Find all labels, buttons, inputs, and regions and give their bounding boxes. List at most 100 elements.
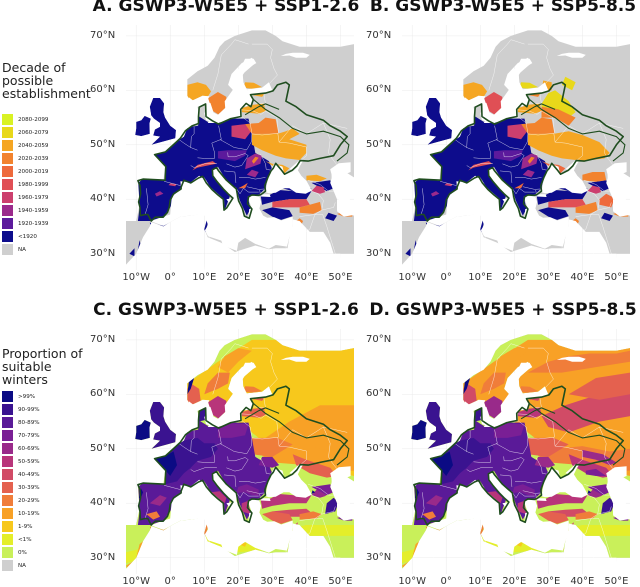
map-panel-b: B. GSWP3-W5E5 + SSP5-8.5 70°N 60°N 50°N 40°… bbox=[366, 0, 640, 285]
legend-label: <1% bbox=[18, 536, 32, 543]
country-border bbox=[140, 226, 166, 265]
country-border bbox=[245, 406, 264, 409]
country-border bbox=[577, 214, 592, 235]
map-region bbox=[527, 350, 630, 373]
legend-label: 2000-2019 bbox=[18, 168, 49, 175]
country-border bbox=[521, 102, 540, 105]
map-region bbox=[246, 169, 259, 178]
sea-med bbox=[151, 168, 293, 251]
country-border bbox=[144, 492, 149, 519]
country-border bbox=[218, 429, 222, 445]
country-border bbox=[260, 153, 273, 171]
country-border bbox=[578, 546, 607, 564]
sea-persian bbox=[609, 557, 619, 574]
lat-tick-label: 70°N bbox=[366, 29, 392, 41]
country-border bbox=[246, 490, 266, 494]
legend-items: 2080-2099 2060-2079 2040-2059 2020-2039 2000… bbox=[2, 113, 88, 256]
country-border bbox=[590, 214, 612, 254]
country-border bbox=[226, 459, 249, 472]
lat-tick-label: 30°N bbox=[366, 247, 392, 259]
legend-swatch bbox=[2, 547, 13, 558]
map-region bbox=[430, 191, 440, 197]
map-region bbox=[425, 495, 443, 506]
legend-swatch bbox=[2, 179, 13, 190]
map-region bbox=[299, 201, 322, 214]
country-border bbox=[503, 456, 525, 462]
country-border bbox=[473, 139, 523, 159]
country-border bbox=[527, 133, 583, 161]
sea-black bbox=[265, 464, 312, 498]
country-border bbox=[494, 429, 498, 445]
country-border bbox=[488, 43, 508, 91]
panel-title: A. GSWP3-W5E5 + SSP1-2.6 bbox=[92, 0, 360, 16]
country-border bbox=[299, 494, 324, 521]
country-border bbox=[227, 456, 249, 462]
map-region bbox=[311, 180, 334, 192]
map-region bbox=[135, 419, 151, 441]
legend-swatch bbox=[2, 482, 13, 493]
map-region bbox=[211, 491, 227, 504]
legend-swatch bbox=[2, 244, 13, 255]
lon-tick-label: 30°E bbox=[260, 272, 285, 283]
country-border bbox=[527, 347, 554, 392]
lon-tick-label: 0° bbox=[164, 576, 176, 587]
map-region bbox=[585, 468, 607, 476]
study-area-outline bbox=[244, 103, 280, 116]
country-border bbox=[235, 491, 259, 499]
country-border bbox=[212, 347, 232, 395]
sea-baltic bbox=[204, 362, 273, 427]
country-border bbox=[198, 218, 203, 254]
map-region bbox=[541, 388, 630, 433]
legend-label: 40-49% bbox=[18, 471, 40, 478]
legend-label: 1940-1959 bbox=[18, 207, 49, 214]
legend-title: Proportion of suitable winters bbox=[2, 347, 88, 386]
country-border bbox=[590, 518, 612, 558]
legend-item: 2000-2019 bbox=[2, 165, 88, 178]
lon-tick-label: 50°E bbox=[328, 576, 353, 587]
legend-item: 1960-1979 bbox=[2, 191, 88, 204]
lon-tick-label: 10°W bbox=[122, 272, 151, 283]
sea-med bbox=[427, 168, 569, 251]
country-border bbox=[440, 485, 457, 490]
map-region bbox=[236, 484, 259, 497]
legend-swatch bbox=[2, 391, 13, 402]
study-area-outline bbox=[137, 81, 348, 222]
study-area-outline bbox=[253, 99, 350, 162]
country-border bbox=[536, 153, 549, 171]
country-border bbox=[178, 139, 198, 151]
sea-persian bbox=[333, 253, 343, 270]
legend-label: <1920 bbox=[18, 233, 37, 240]
legend-swatch bbox=[2, 417, 13, 428]
country-border bbox=[190, 430, 195, 452]
legend-title-line: suitable bbox=[2, 359, 52, 374]
lon-tick-label: 40°E bbox=[294, 576, 319, 587]
country-border bbox=[323, 426, 338, 470]
lat-tick-label: 30°N bbox=[366, 551, 392, 563]
map-region bbox=[521, 117, 555, 134]
map-region bbox=[137, 116, 273, 221]
legend-item: 2040-2059 bbox=[2, 139, 88, 152]
country-border bbox=[599, 426, 614, 470]
lon-tick-label: 40°E bbox=[294, 272, 319, 283]
legend-item: 2020-2039 bbox=[2, 152, 88, 165]
map-region bbox=[493, 423, 525, 438]
country-border bbox=[302, 546, 331, 564]
legend-label: 1-9% bbox=[18, 523, 33, 530]
legend-swatch bbox=[2, 114, 13, 125]
map-frame bbox=[402, 329, 630, 574]
country-border bbox=[308, 483, 329, 496]
country-border bbox=[291, 521, 295, 542]
legend-label: 2020-2039 bbox=[18, 155, 49, 162]
legend-establishment: Decade of possible establishment 2080-20… bbox=[2, 61, 91, 256]
country-border bbox=[251, 347, 278, 392]
legend-item: <1920 bbox=[2, 230, 88, 243]
sea-whitesea bbox=[556, 356, 586, 362]
legend-swatch bbox=[2, 166, 13, 177]
legend-swatch bbox=[2, 430, 13, 441]
lon-tick-label: 20°E bbox=[226, 576, 251, 587]
country-border bbox=[323, 122, 338, 166]
country-border bbox=[314, 214, 336, 254]
country-border bbox=[235, 187, 259, 195]
country-border bbox=[190, 467, 217, 472]
map-panel-a: A. GSWP3-W5E5 + SSP1-2.6 70°N 60°N 50°N 40°… bbox=[90, 0, 362, 285]
